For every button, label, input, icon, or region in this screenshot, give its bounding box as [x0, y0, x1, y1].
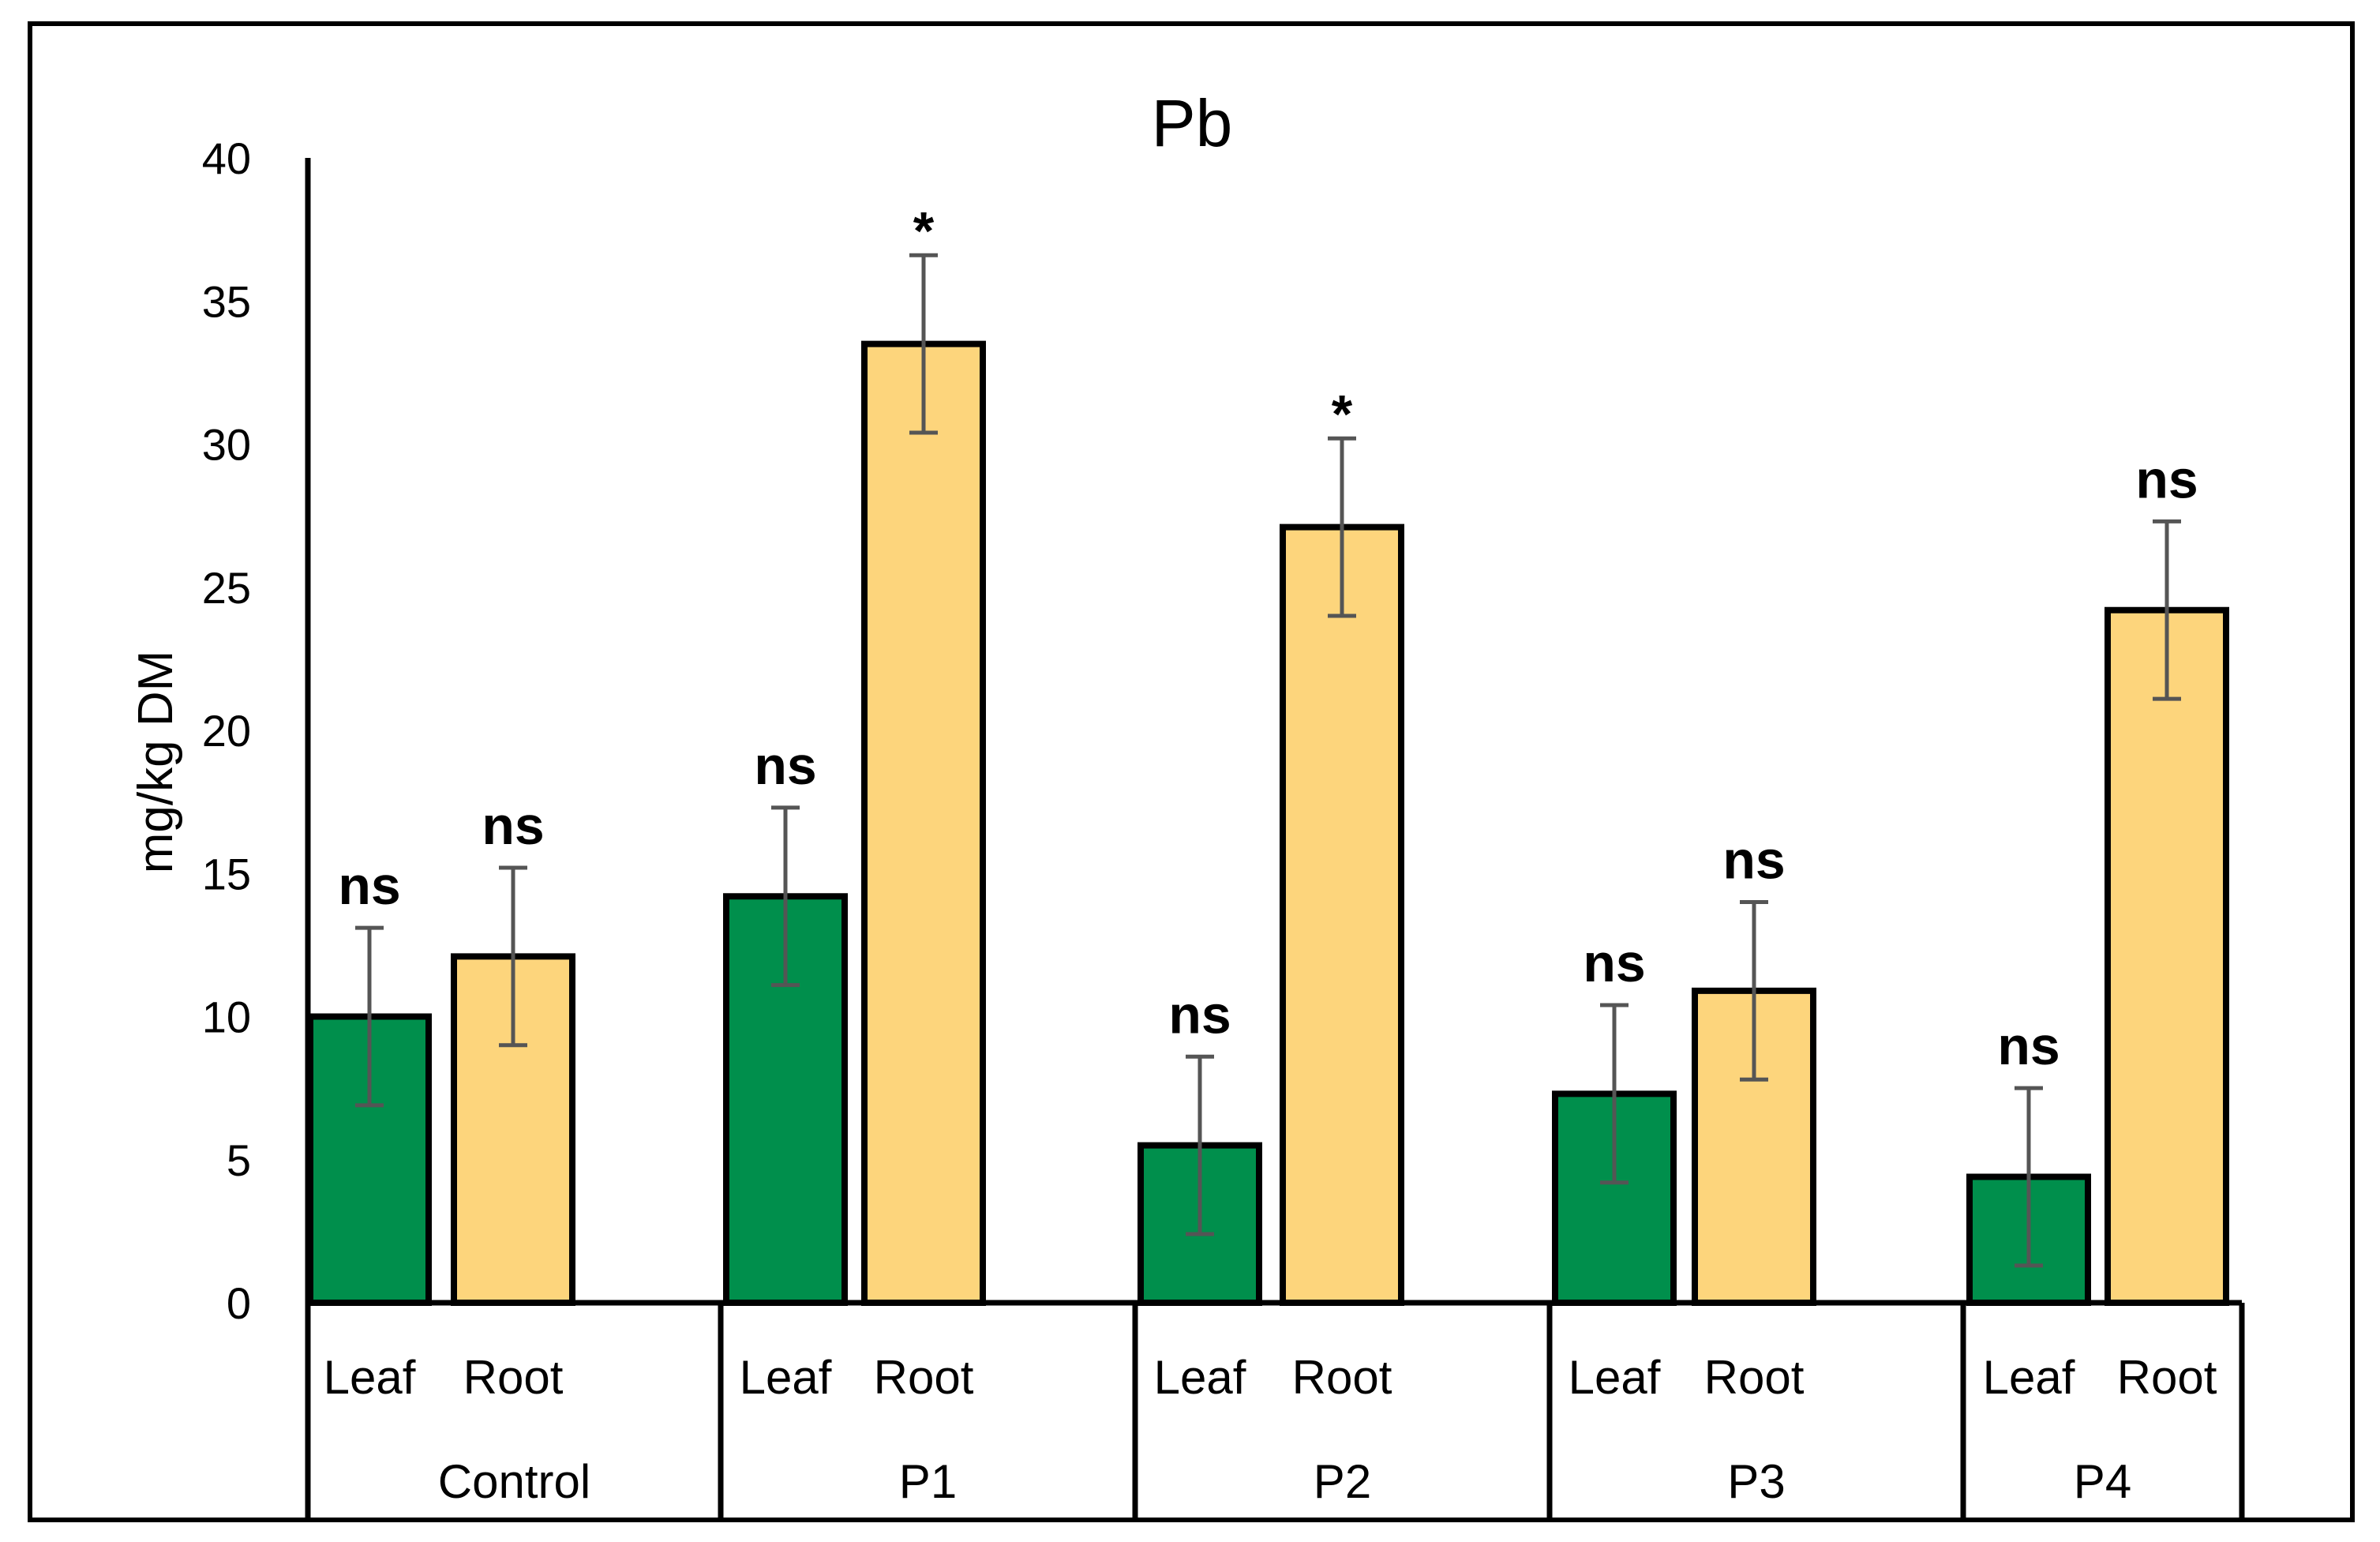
category-label: Root [463, 1351, 564, 1404]
category-label: Leaf [324, 1351, 416, 1404]
error-bar-p2-leaf [1186, 1054, 1214, 1236]
error-bar-control-root [499, 865, 527, 1048]
significance-label: ns [754, 736, 816, 796]
category-table: Leaf Root Control Leaf Root P1 Leaf Root P2 Leaf R… [305, 1300, 2245, 1520]
category-label: Root [1704, 1351, 1805, 1404]
significance-label: ns [1583, 933, 1645, 993]
chart-title: Pb [1152, 86, 1233, 160]
y-tick-labels: 0 5 10 15 20 25 30 35 40 [202, 133, 251, 1328]
error-bar-p3-leaf [1600, 1003, 1629, 1185]
error-bar-control-leaf [355, 925, 384, 1108]
y-tick-label: 25 [202, 563, 251, 613]
group-label: P3 [1727, 1455, 1785, 1508]
category-label: Leaf [1983, 1351, 2075, 1404]
bar-p2-root [1280, 523, 1404, 1306]
significance-label: ns [1722, 831, 1785, 891]
bar-p1-root [861, 340, 986, 1306]
y-tick-label: 30 [202, 420, 251, 470]
category-label: Leaf [1569, 1351, 1661, 1404]
group-label: Control [438, 1455, 590, 1508]
significance-label: ns [482, 796, 544, 856]
error-bar-p1-leaf [771, 805, 800, 988]
y-tick-label: 5 [227, 1135, 251, 1185]
y-tick-label: 10 [202, 992, 251, 1042]
significance-label: * [913, 201, 935, 261]
error-bar-p4-root [2153, 519, 2181, 701]
annotations-layer: ns ns ns * ns * ns ns ns ns [338, 201, 2198, 1076]
error-bar-p1-root [909, 253, 938, 435]
y-tick-label: 35 [202, 276, 251, 326]
error-bar-p3-root [1740, 900, 1768, 1082]
significance-label: ns [2135, 449, 2198, 509]
error-bars-layer [355, 253, 2181, 1268]
error-bar-p2-root [1328, 436, 1356, 618]
significance-label: ns [338, 856, 400, 916]
group-label: P4 [2074, 1455, 2131, 1508]
y-axis-label: mg/kg DM [129, 651, 183, 873]
group-label: P2 [1314, 1455, 1371, 1508]
category-label: Leaf [1154, 1351, 1246, 1404]
category-label: Root [2117, 1351, 2217, 1404]
y-tick-label: 40 [202, 133, 251, 183]
y-tick-label: 15 [202, 849, 251, 899]
significance-label: ns [1997, 1016, 2060, 1076]
category-label: Root [874, 1351, 974, 1404]
bar-p4-root [2105, 606, 2229, 1306]
error-bar-p4-leaf [2015, 1086, 2043, 1268]
significance-label: ns [1168, 985, 1231, 1045]
category-label: Leaf [740, 1351, 832, 1404]
y-tick-label: 0 [227, 1278, 251, 1328]
group-label: P1 [899, 1455, 957, 1508]
category-label: Root [1292, 1351, 1392, 1404]
significance-label: * [1332, 384, 1353, 444]
y-tick-label: 20 [202, 706, 251, 756]
